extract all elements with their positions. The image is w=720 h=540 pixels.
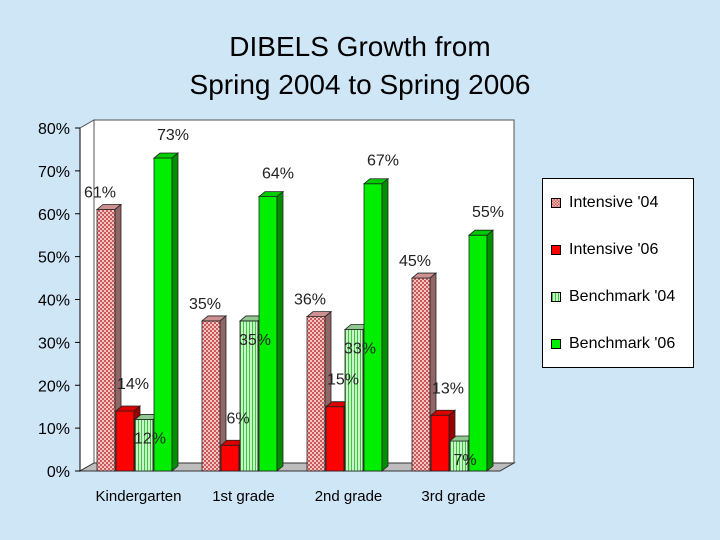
y-tick-label: 40% [38,293,70,310]
bar [153,157,173,472]
data-label: 15% [327,372,359,389]
legend-item: Intensive '04 [551,193,658,213]
x-tick-label: 1st grade [212,488,275,505]
y-tick-label: 0% [47,464,70,481]
left-wall [79,119,95,472]
data-label: 14% [117,376,149,393]
bar [325,406,345,472]
y-axis: 0% 10% 20% 30% 40% 50% 60% 70% 80% [38,121,81,481]
chart-title-line2: Spring 2004 to Spring 2006 [189,69,531,100]
chart-title-line1: DIBELS Growth from [229,31,491,62]
bar-side [486,229,494,472]
data-label: 45% [399,253,431,270]
bar [468,234,488,472]
x-tick-label: 3rd grade [421,488,485,505]
data-label: 6% [226,410,249,427]
legend-label: Intensive '06 [569,241,659,258]
legend-swatch [551,292,561,302]
y-tick-label: 30% [38,335,70,352]
data-label: 35% [189,296,221,313]
bar [430,414,450,472]
legend: Intensive '04 Intensive '06 Benchmark '04 B… [542,178,694,368]
bar [201,320,221,472]
legend-swatch [551,339,561,349]
x-tick-label: 2nd grade [315,488,383,505]
data-label: 73% [157,127,189,144]
data-label: 64% [262,166,294,183]
legend-item: Intensive '06 [551,240,658,260]
legend-label: Benchmark '06 [569,335,676,352]
data-label: 12% [134,431,166,448]
bar [306,316,326,472]
bar [220,444,240,472]
bar [363,183,383,472]
bar [115,410,135,472]
data-label: 7% [453,452,476,469]
y-tick-label: 60% [38,207,70,224]
y-tick-label: 70% [38,164,70,181]
legend-item: Benchmark '06 [551,334,675,354]
data-label: 13% [432,380,464,397]
chart-title: DIBELS Growth from Spring 2004 to Spring… [0,28,720,104]
y-tick-label: 80% [38,121,70,138]
legend-label: Benchmark '04 [569,288,676,305]
y-tick-label: 50% [38,250,70,267]
bar [411,277,431,472]
y-tick-label: 20% [38,378,70,395]
bar-side [171,152,179,472]
data-label: 67% [367,153,399,170]
legend-swatch [551,198,561,208]
data-label: 33% [344,341,376,358]
x-tick-label: Kindergarten [96,488,182,505]
data-label: 61% [84,184,116,201]
bar-side [276,190,284,472]
data-label: 36% [294,292,326,309]
data-label: 35% [239,332,271,349]
bar [96,209,116,472]
data-labels: 61% 14% 12% 73% 35% 6% 35% 64% 36% 15% 33% 67% 45% 13… [84,127,504,469]
legend-label: Intensive '04 [569,194,659,211]
x-axis: Kindergarten 1st grade 2nd grade 3rd grade [96,488,486,505]
bars [95,152,495,472]
data-label: 55% [472,204,504,221]
y-tick-label: 10% [38,421,70,438]
bar-side [381,177,389,472]
legend-swatch [551,245,561,255]
legend-item: Benchmark '04 [551,287,675,307]
